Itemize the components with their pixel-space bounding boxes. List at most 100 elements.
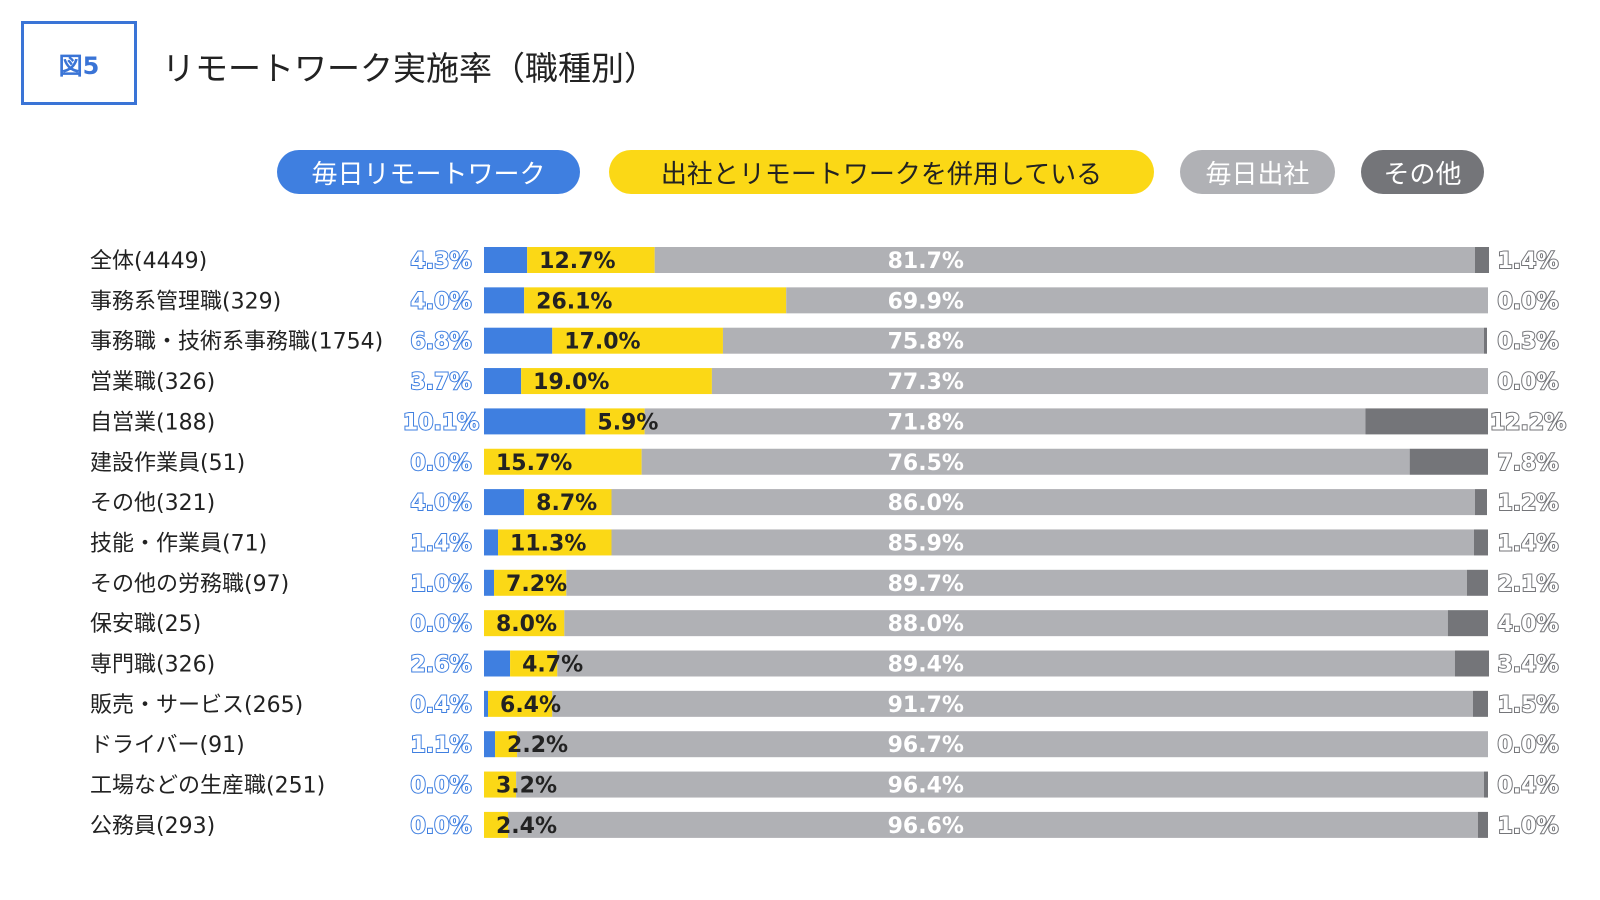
data-label: 12.2% xyxy=(1490,410,1566,435)
bar-segment xyxy=(786,287,1488,314)
bar-segment xyxy=(510,650,558,677)
data-label: 69.9% xyxy=(888,289,964,314)
data-label: 15.7% xyxy=(496,451,572,476)
data-label: 91.7% xyxy=(888,693,964,718)
bar-segment xyxy=(508,811,1478,838)
data-label: 0.0% xyxy=(410,451,471,476)
bar-segment xyxy=(524,287,787,314)
bar-segment xyxy=(484,448,642,475)
data-label: 4.3% xyxy=(410,249,471,274)
category-label: 技能・作業員(71) xyxy=(90,531,267,556)
bar-segment xyxy=(516,771,1484,798)
legend-item-remote-daily: 毎日リモートワーク xyxy=(277,150,580,194)
bar-segment xyxy=(1447,610,1488,637)
data-label: 5.9% xyxy=(597,410,658,435)
bar-segment xyxy=(484,529,499,556)
bar-segment xyxy=(722,327,1484,354)
legend-label-office-daily: 毎日出社 xyxy=(1205,159,1310,190)
category-label: 事務職・技術系事務職(1754) xyxy=(90,330,383,355)
data-label: 76.5% xyxy=(888,451,964,476)
data-label: 89.4% xyxy=(888,653,964,678)
bar-segment xyxy=(484,569,495,596)
category-label: 公務員(293) xyxy=(90,814,215,839)
bar-segment xyxy=(527,247,655,273)
bar-segment xyxy=(1472,690,1488,717)
category-label: 専門職(326) xyxy=(90,653,215,678)
data-label: 71.8% xyxy=(888,410,964,435)
category-label: 営業職(326) xyxy=(90,370,215,395)
category-label: 全体(4449) xyxy=(90,249,207,274)
data-label: 4.0% xyxy=(410,289,471,314)
bar-segment xyxy=(1474,247,1490,273)
data-label: 0.0% xyxy=(1497,289,1558,314)
data-label: 1.0% xyxy=(410,572,471,597)
bar-segment xyxy=(517,731,1488,758)
category-label: ドライバー(91) xyxy=(90,733,245,758)
bar-segment xyxy=(1466,569,1488,596)
bar-segment xyxy=(484,610,565,637)
data-label: 2.2% xyxy=(507,733,568,758)
bar-segment xyxy=(484,408,586,435)
bar-segment xyxy=(484,690,489,717)
bar-segment xyxy=(484,489,525,516)
data-label: 2.4% xyxy=(496,814,557,839)
bar-segment xyxy=(644,408,1366,435)
figure-number-badge: 図5 xyxy=(21,21,137,105)
data-label: 96.7% xyxy=(888,733,964,758)
bar-segment xyxy=(1474,489,1487,516)
chart-title: リモートワーク実施率（職種別） xyxy=(162,49,657,88)
legend-label-hybrid: 出社とリモートワークを併用している xyxy=(660,159,1103,190)
bar-segment xyxy=(711,368,1488,395)
data-label: 3.7% xyxy=(410,370,471,395)
bar-segment xyxy=(498,529,612,556)
data-label: 8.7% xyxy=(536,491,597,516)
bar-segment xyxy=(1477,811,1488,838)
bar-segment xyxy=(564,610,1448,637)
bar-segment xyxy=(484,368,522,395)
legend-item-hybrid: 出社とリモートワークを併用している xyxy=(609,150,1154,194)
data-label: 1.4% xyxy=(410,531,471,556)
bar-segment xyxy=(494,569,567,596)
data-label: 81.7% xyxy=(888,249,964,274)
bar-segment xyxy=(1365,408,1488,435)
bar-segment xyxy=(611,489,1475,516)
bar-segment xyxy=(495,731,518,758)
data-label: 4.7% xyxy=(522,653,583,678)
legend-item-other: その他 xyxy=(1361,150,1484,194)
category-label: 建設作業員(51) xyxy=(90,451,245,476)
data-label: 2.1% xyxy=(1497,572,1558,597)
data-label: 0.0% xyxy=(410,612,471,637)
data-label: 96.6% xyxy=(888,814,964,839)
bar-segment xyxy=(1454,650,1490,677)
bar-segment xyxy=(1473,529,1488,556)
data-label: 6.8% xyxy=(410,330,471,355)
bar-segment xyxy=(484,731,496,758)
data-label: 0.0% xyxy=(1497,733,1558,758)
bar-segment xyxy=(484,327,553,354)
data-label: 3.4% xyxy=(1497,653,1558,678)
legend-item-office-daily: 毎日出社 xyxy=(1180,150,1335,194)
data-label: 12.7% xyxy=(539,249,615,274)
data-label: 75.8% xyxy=(888,330,964,355)
data-label: 7.8% xyxy=(1497,451,1558,476)
data-label: 1.2% xyxy=(1497,491,1558,516)
data-label: 0.3% xyxy=(1497,330,1558,355)
data-label: 19.0% xyxy=(533,370,609,395)
category-label: 工場などの生産職(251) xyxy=(90,774,325,799)
data-label: 3.2% xyxy=(496,774,557,799)
data-label: 0.0% xyxy=(410,814,471,839)
data-label: 88.0% xyxy=(888,612,964,637)
bar-segment xyxy=(552,690,1473,717)
data-label: 2.6% xyxy=(410,653,471,678)
category-label: その他(321) xyxy=(90,491,215,516)
data-label: 86.0% xyxy=(888,491,964,516)
category-label: 自営業(188) xyxy=(90,410,215,435)
data-label: 6.4% xyxy=(500,693,561,718)
data-label: 17.0% xyxy=(564,330,640,355)
data-label: 77.3% xyxy=(888,370,964,395)
data-label: 96.4% xyxy=(888,774,964,799)
bar-segment xyxy=(585,408,645,435)
data-label: 10.1% xyxy=(403,410,479,435)
figure-number-label: 図5 xyxy=(58,51,100,80)
data-label: 11.3% xyxy=(510,531,586,556)
